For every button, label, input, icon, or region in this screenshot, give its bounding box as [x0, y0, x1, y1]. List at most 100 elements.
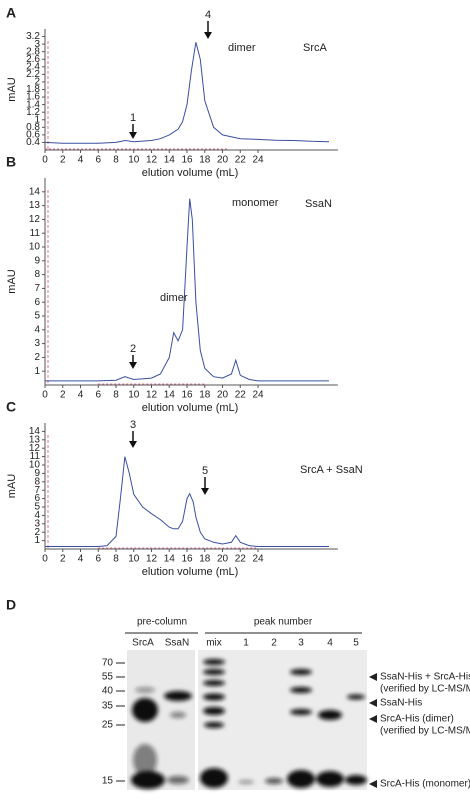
band-label: SrcA-His (monomer): [380, 779, 470, 790]
band-label: (verified by LC-MS/MS): [380, 726, 470, 737]
annotation: dimer: [228, 42, 256, 54]
y-tick-label: 1.8: [26, 84, 40, 95]
y-tick-label: 1.4: [26, 99, 40, 110]
x-tick-label: 22: [235, 390, 247, 401]
y-tick-label: 10: [29, 242, 41, 253]
trace: [45, 198, 329, 382]
annotation: SrcA: [303, 42, 328, 54]
annotation: 1: [130, 112, 136, 124]
y-tick-label: 2.6: [26, 54, 40, 65]
y-tick-label: 7: [34, 485, 40, 496]
annotation: 5: [202, 465, 208, 477]
marker-label: 55: [102, 672, 114, 683]
gel-right: [198, 650, 367, 790]
x-tick-label: 14: [164, 554, 176, 565]
lane-label: SsaN: [165, 638, 189, 649]
annotation: dimer: [160, 292, 188, 304]
x-tick-label: 12: [146, 155, 158, 166]
lane-label: SrcA: [132, 638, 154, 649]
x-tick-label: 0: [42, 554, 48, 565]
y-tick-label: 1.2: [26, 107, 40, 118]
arrowhead: [129, 132, 137, 139]
y-tick-label: 9: [34, 468, 40, 479]
arrowhead: [129, 441, 137, 448]
group-label: peak number: [254, 617, 313, 628]
y-tick-label: 2: [34, 527, 40, 538]
arrowhead: [204, 32, 212, 39]
y-tick-label: 5: [34, 311, 40, 322]
x-tick-label: 24: [252, 390, 264, 401]
y-tick-label: 6: [34, 297, 40, 308]
y-tick-label: 2: [34, 77, 40, 88]
y-tick-label: 2.2: [26, 69, 40, 80]
y-tick-label: 4: [34, 324, 40, 335]
y-tick-label: 1: [34, 535, 40, 546]
x-tick-label: 8: [113, 155, 119, 166]
panel-label: D: [6, 597, 16, 613]
x-tick-label: 2: [60, 554, 66, 565]
y-tick-label: 3: [34, 39, 40, 50]
y-tick-label: 6: [34, 493, 40, 504]
x-axis-label: elution volume (mL): [142, 167, 239, 179]
y-tick-label: 3: [34, 518, 40, 529]
y-tick-label: 12: [29, 214, 41, 225]
marker-label: 25: [102, 720, 114, 731]
panel-label: B: [6, 154, 16, 170]
x-tick-label: 0: [42, 155, 48, 166]
x-tick-label: 16: [181, 155, 193, 166]
lane-label: 5: [353, 638, 359, 649]
y-tick-label: 2.8: [26, 46, 40, 57]
annotation: SsaN: [305, 198, 332, 210]
band-label: (verified by LC-MS/MS): [380, 684, 470, 695]
y-tick-label: 3.2: [26, 31, 40, 42]
x-tick-label: 12: [146, 554, 158, 565]
panel-label: C: [6, 399, 16, 415]
x-tick-label: 20: [217, 390, 229, 401]
lane-label: 3: [298, 638, 304, 649]
marker-label: 70: [102, 658, 114, 669]
arrowheads: [369, 673, 377, 788]
y-tick-label: 13: [29, 434, 41, 445]
y-axis-label: mAU: [6, 474, 18, 499]
band-label: SsaN-His: [380, 698, 422, 709]
x-tick-label: 16: [181, 390, 193, 401]
x-tick-label: 22: [235, 155, 247, 166]
marker-label: 35: [102, 701, 114, 712]
annotation: 3: [130, 419, 136, 431]
x-tick-label: 8: [113, 554, 119, 565]
x-tick-label: 4: [78, 390, 84, 401]
x-tick-label: 24: [252, 554, 264, 565]
lane-label: 2: [271, 638, 277, 649]
gel-image: [125, 632, 377, 790]
y-tick-label: 7: [34, 283, 40, 294]
y-tick-label: 11: [30, 228, 41, 239]
x-tick-label: 18: [199, 390, 211, 401]
band-label: SsaN-His + SrcA-His: [380, 672, 470, 683]
arrowhead: [201, 488, 209, 495]
x-tick-label: 24: [252, 155, 264, 166]
y-tick-label: 14: [29, 186, 41, 197]
lane-label: 1: [243, 638, 249, 649]
x-tick-label: 6: [95, 390, 101, 401]
x-tick-label: 12: [146, 390, 158, 401]
band-label: SrcA-His (dimer): [380, 714, 454, 725]
y-tick-label: 0.8: [26, 122, 40, 133]
y-tick-label: 13: [29, 200, 41, 211]
group-label: pre-column: [137, 617, 187, 628]
x-tick-label: 20: [217, 155, 229, 166]
bands: [131, 659, 367, 789]
y-tick-label: 3: [34, 338, 40, 349]
y-tick-label: 14: [29, 426, 41, 437]
y-tick-label: 9: [34, 255, 40, 266]
x-tick-label: 18: [199, 554, 211, 565]
arrowhead: [129, 362, 137, 369]
marker-label: 15: [102, 776, 114, 787]
x-tick-label: 8: [113, 390, 119, 401]
annotation: monomer: [232, 197, 279, 209]
x-tick-label: 2: [60, 390, 66, 401]
panel-label: A: [6, 5, 16, 21]
lane-label: 4: [327, 638, 333, 649]
trace: [44, 42, 330, 144]
x-tick-label: 4: [78, 155, 84, 166]
